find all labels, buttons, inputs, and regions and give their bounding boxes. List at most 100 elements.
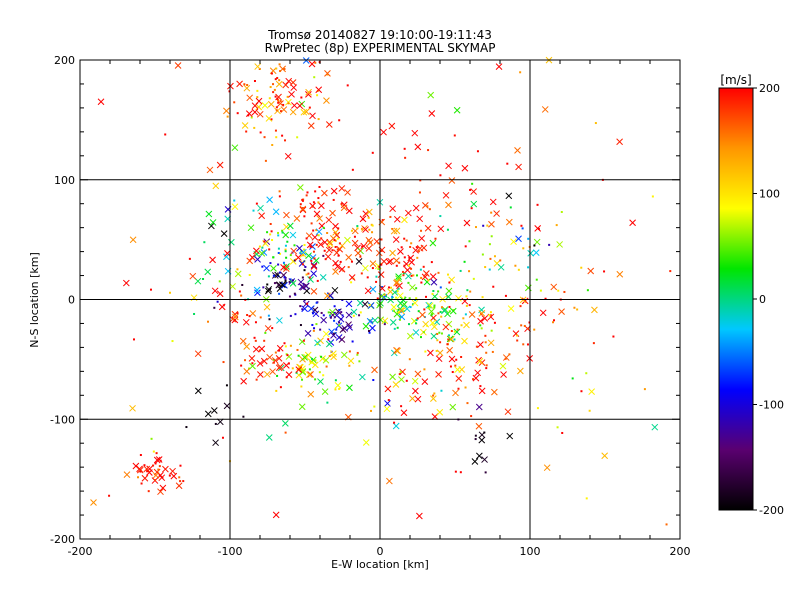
data-point [231,203,239,211]
data-point [301,276,304,279]
data-point [301,198,304,201]
data-point [132,338,135,341]
data-point [398,313,406,321]
data-point [411,303,414,306]
data-point [477,341,484,348]
data-point [356,351,359,354]
data-point [254,289,261,297]
data-point [516,339,519,342]
data-point [288,90,295,98]
data-point [398,307,405,315]
data-point [380,263,383,266]
data-point [277,247,280,250]
data-point [414,299,417,302]
data-point [155,452,158,455]
data-point [468,270,471,273]
data-point [325,340,333,348]
data-point [332,228,339,236]
data-point [272,83,275,86]
data-point [311,306,319,314]
data-point [377,271,385,278]
data-point [278,63,281,66]
data-point [383,323,386,326]
data-point [350,260,353,263]
data-point [499,362,507,370]
data-point [233,101,236,104]
data-point [517,367,524,375]
data-point [261,246,264,249]
data-point [438,331,441,334]
data-point [264,287,272,295]
data-point [295,371,298,374]
data-point [345,254,353,261]
data-point [263,240,266,243]
data-point [369,260,377,267]
data-point [451,371,454,374]
data-point [137,476,140,479]
data-point [317,201,320,204]
data-point [329,316,332,319]
data-point [258,349,261,352]
data-point [419,311,426,319]
data-point [256,96,259,99]
data-point [310,270,318,277]
data-point [399,370,402,373]
data-point [359,311,362,314]
data-point [271,143,274,146]
data-point [527,237,530,240]
data-point [423,308,426,311]
data-point [348,274,356,281]
data-point [375,280,378,283]
data-point [325,216,333,224]
data-point [308,276,311,279]
data-point [389,373,396,381]
data-point [238,290,241,293]
data-point [325,246,333,254]
data-point [189,272,197,280]
data-point [348,364,351,367]
data-point [256,360,264,367]
data-point [414,395,422,403]
data-point [220,230,228,238]
data-point [268,97,271,100]
data-point [265,285,273,293]
data-point [246,94,254,102]
data-point [489,314,492,317]
data-point [509,206,512,209]
data-point [454,366,461,373]
data-point [388,122,396,130]
data-point [552,319,555,322]
data-point [338,321,341,324]
data-point [179,464,182,467]
data-point [393,279,400,287]
data-point [580,390,583,393]
data-point [152,464,155,467]
data-point [389,286,392,289]
data-point [532,249,540,257]
data-point [330,332,337,339]
data-point [296,348,299,351]
data-point [411,299,419,307]
data-point [643,388,646,391]
data-point [439,341,442,344]
data-point [321,388,329,395]
data-point [283,342,286,345]
data-point [347,266,350,269]
data-point [410,267,413,270]
data-point [407,264,410,267]
y-tick-label: -200 [50,533,75,546]
data-point [481,296,484,299]
data-point [345,300,353,308]
data-point [415,297,418,300]
data-point [334,379,337,382]
data-point [408,256,411,259]
data-point [476,150,479,153]
data-point [289,231,297,239]
data-point [474,369,481,377]
data-point [482,224,485,227]
data-point [381,317,389,325]
data-point [315,243,318,246]
data-point [373,238,381,245]
data-point [360,272,363,275]
data-point [446,343,449,346]
